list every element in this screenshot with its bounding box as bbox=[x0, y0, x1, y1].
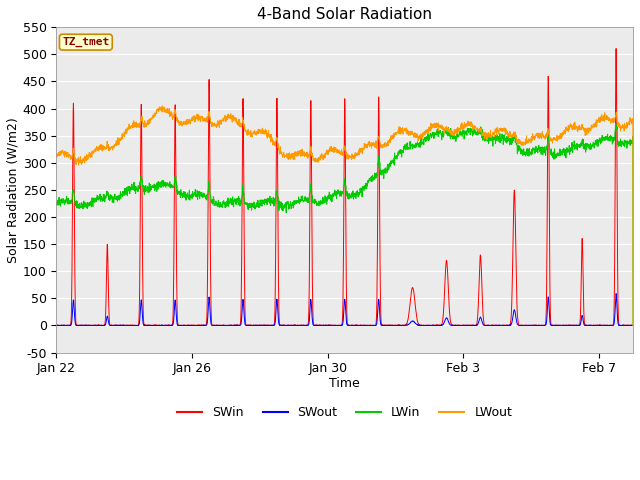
LWin bbox=[369, 176, 377, 182]
SWout bbox=[369, 323, 377, 328]
X-axis label: Time: Time bbox=[330, 377, 360, 390]
LWin bbox=[507, 135, 515, 141]
SWin bbox=[629, 323, 637, 328]
LWin bbox=[612, 120, 620, 126]
SWout bbox=[98, 322, 106, 328]
LWin bbox=[177, 187, 185, 192]
LWout bbox=[52, 155, 60, 161]
Line: SWin: SWin bbox=[56, 48, 633, 325]
Y-axis label: Solar Radiation (W/m2): Solar Radiation (W/m2) bbox=[7, 117, 20, 263]
Text: TZ_tmet: TZ_tmet bbox=[62, 37, 109, 47]
SWin bbox=[226, 323, 234, 328]
LWout bbox=[98, 145, 106, 151]
LWin bbox=[629, 323, 637, 328]
SWin bbox=[52, 323, 60, 328]
Line: LWin: LWin bbox=[56, 123, 633, 325]
SWout bbox=[52, 323, 60, 328]
LWout bbox=[170, 112, 177, 118]
Title: 4-Band Solar Radiation: 4-Band Solar Radiation bbox=[257, 7, 432, 22]
SWout bbox=[177, 323, 185, 328]
SWin bbox=[170, 286, 177, 291]
SWout bbox=[612, 291, 620, 297]
SWin bbox=[612, 46, 620, 51]
LWin bbox=[170, 184, 177, 190]
LWout bbox=[159, 103, 166, 108]
LWout bbox=[226, 114, 234, 120]
LWout bbox=[629, 323, 637, 328]
LWin bbox=[226, 200, 234, 206]
SWout bbox=[226, 323, 234, 328]
LWin bbox=[98, 194, 106, 200]
SWout bbox=[170, 320, 177, 326]
SWin bbox=[177, 323, 185, 328]
LWout bbox=[507, 133, 515, 139]
LWout bbox=[177, 119, 185, 125]
LWout bbox=[370, 139, 378, 145]
SWin bbox=[53, 323, 61, 328]
SWin bbox=[507, 315, 515, 321]
LWin bbox=[52, 200, 60, 205]
SWout bbox=[507, 323, 515, 328]
SWin bbox=[370, 323, 378, 328]
SWin bbox=[98, 323, 106, 328]
SWout bbox=[629, 323, 637, 328]
Line: SWout: SWout bbox=[56, 294, 633, 325]
Legend: SWin, SWout, LWin, LWout: SWin, SWout, LWin, LWout bbox=[172, 401, 517, 424]
Line: LWout: LWout bbox=[56, 106, 633, 325]
